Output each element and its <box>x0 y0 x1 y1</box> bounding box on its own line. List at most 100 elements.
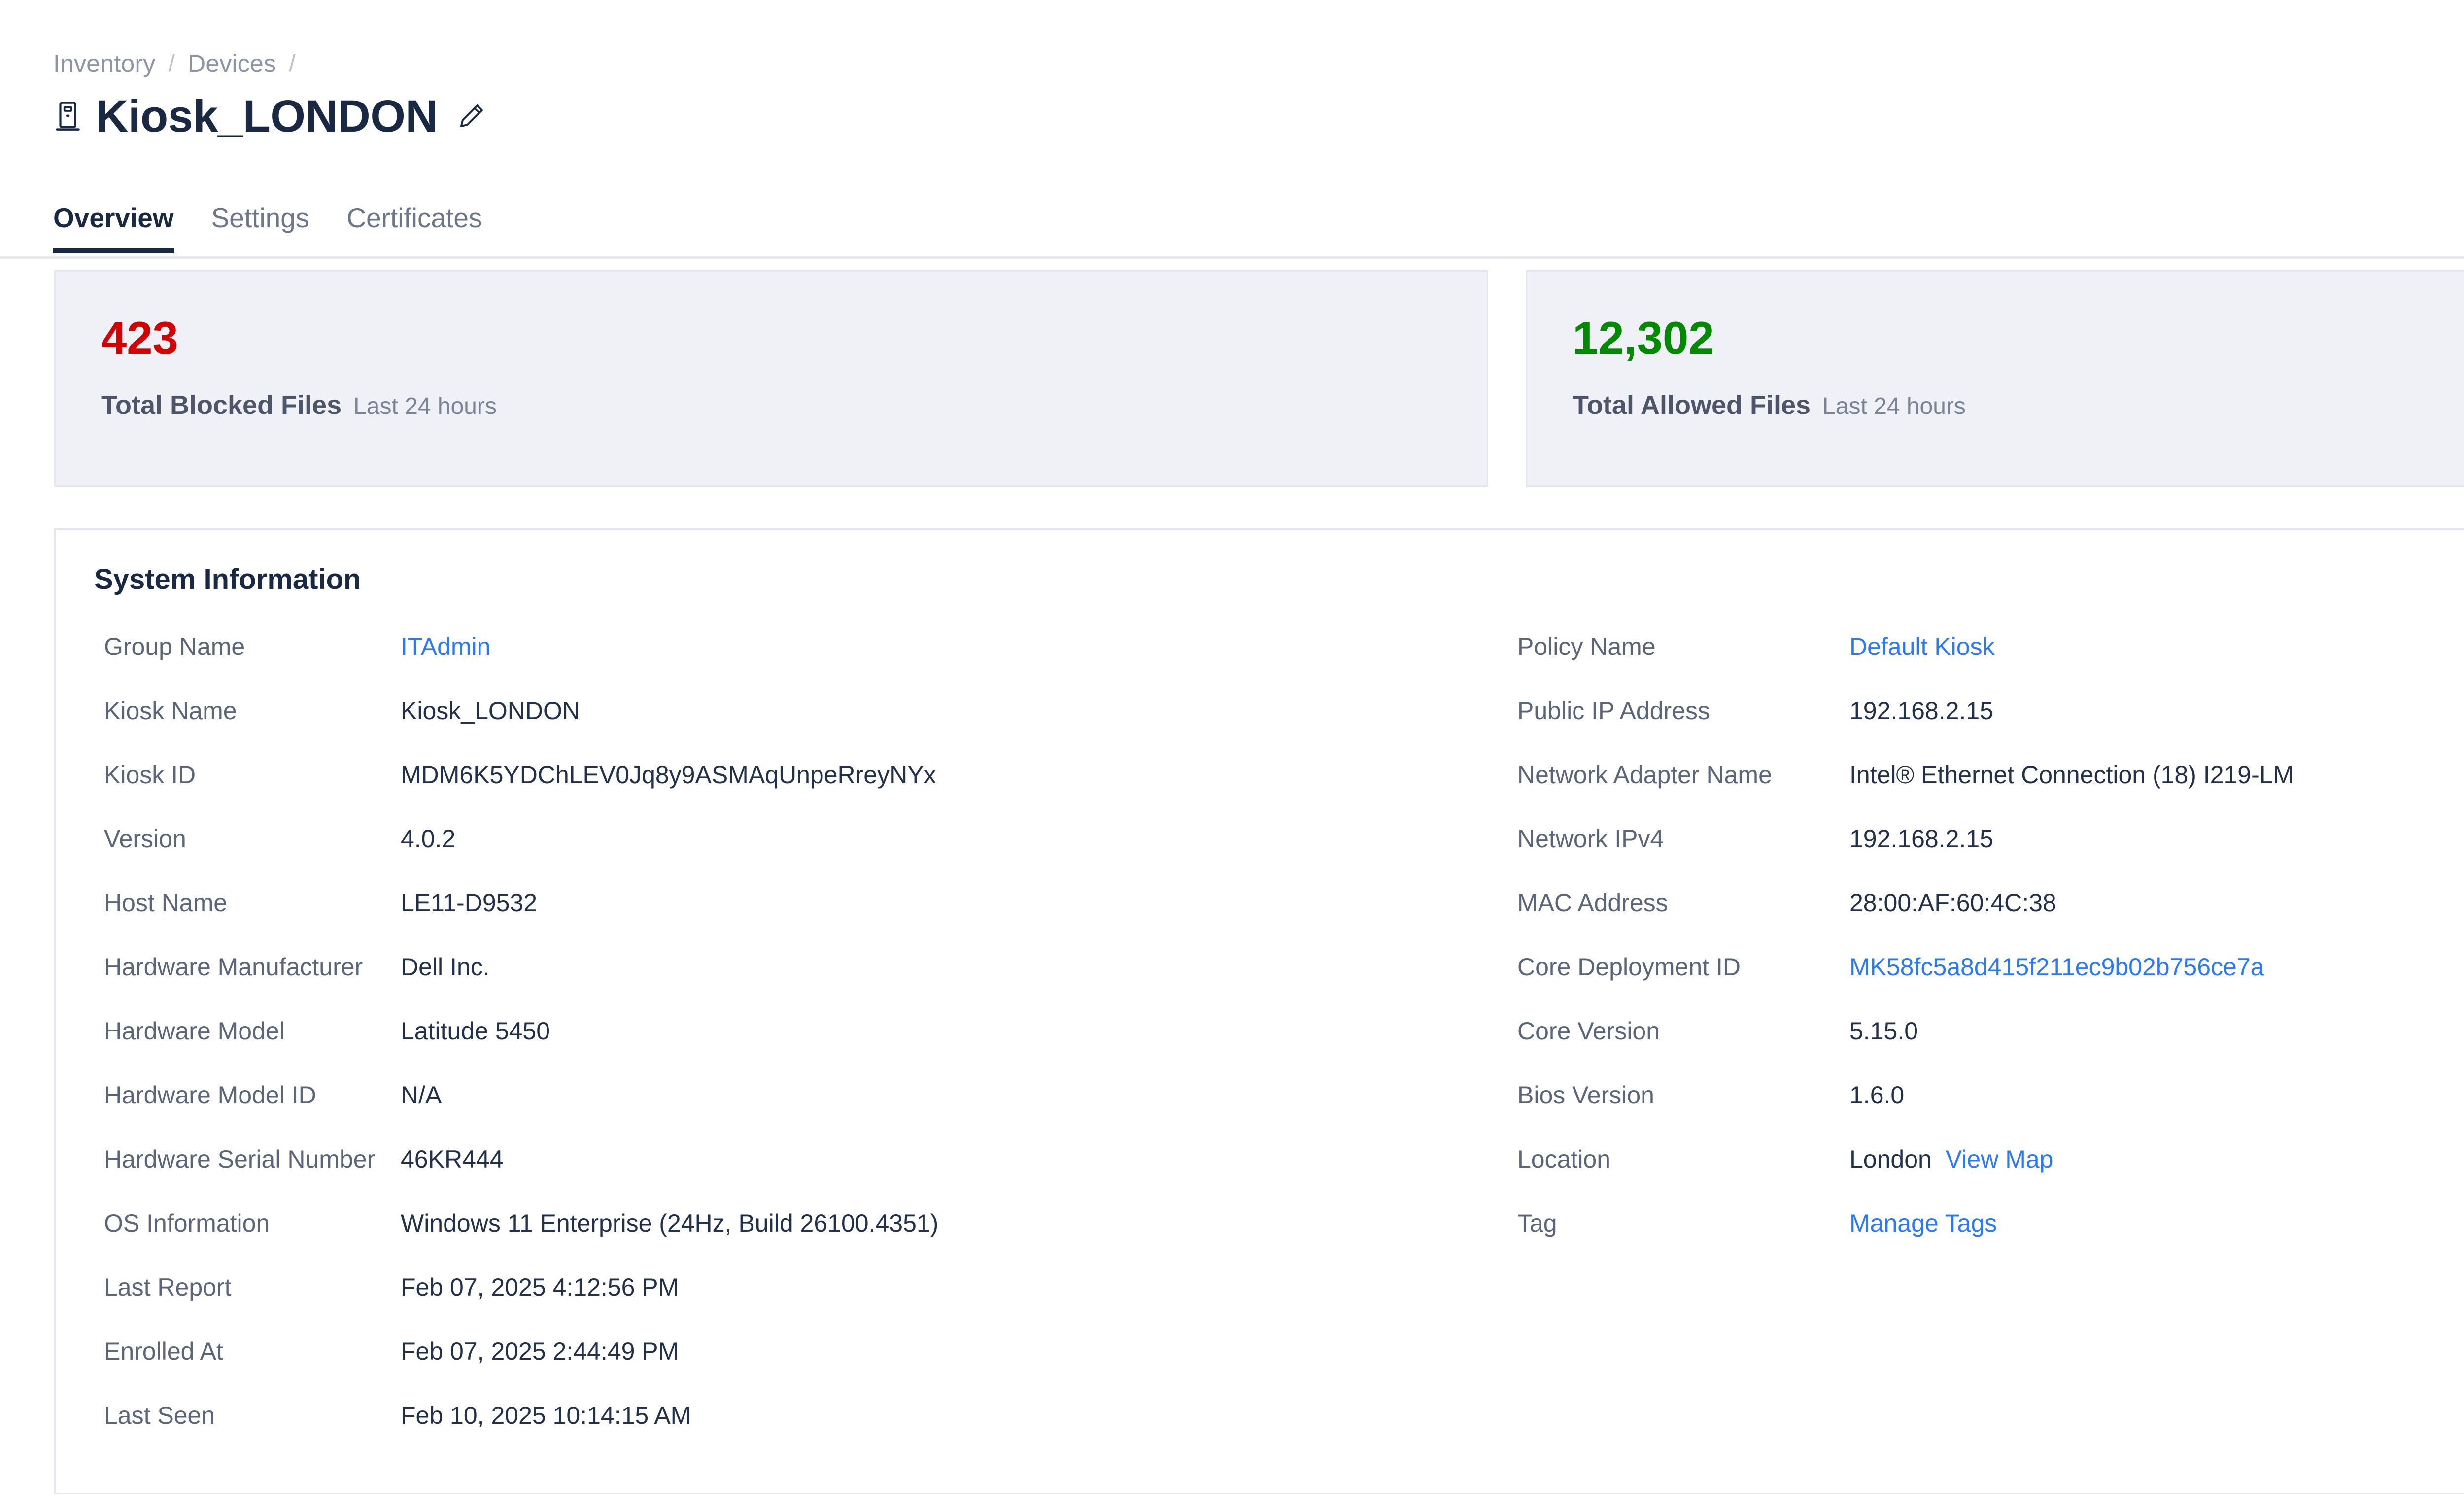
info-row: Network Adapter Name Intel® Ethernet Conn… <box>1485 760 2464 825</box>
section-title: System Information <box>94 563 361 595</box>
breadcrumb-item-inventory[interactable]: Inventory <box>53 50 156 77</box>
info-row: Hardware Manufacturer Dell Inc. <box>56 953 1485 1017</box>
system-info-left-column: Group Name ITAdmin Kiosk Name Kiosk_LONDON K… <box>56 632 1485 1465</box>
system-info-right-column: Policy Name Default Kiosk Public IP Addres… <box>1485 632 2464 1465</box>
info-value: LE11-D9532 <box>401 889 538 917</box>
info-label: Core Deployment ID <box>1517 953 1741 981</box>
info-row: Hardware Model ID N/A <box>56 1081 1485 1145</box>
tab-overview[interactable]: Overview <box>53 202 174 253</box>
tab-bar: Overview Settings Certificates <box>53 202 519 253</box>
info-value: N/A <box>401 1081 442 1109</box>
info-label: OS Information <box>104 1209 270 1237</box>
info-value-link[interactable]: ITAdmin <box>401 633 491 660</box>
info-value[interactable]: Default Kiosk <box>1849 632 1995 661</box>
info-row: Tag Manage Tags <box>1485 1209 2464 1273</box>
info-value: 192.168.2.15 <box>1849 825 1993 853</box>
info-label: Tag <box>1517 1209 1557 1237</box>
info-label: Location <box>1517 1145 1611 1173</box>
page-title-row: Kiosk_LONDON <box>55 94 485 139</box>
stat-value: 423 <box>101 312 178 364</box>
info-value: 1.6.0 <box>1849 1081 1905 1109</box>
info-label: Last Report <box>104 1273 232 1301</box>
info-label: Enrolled At <box>104 1338 223 1365</box>
info-row: Bios Version 1.6.0 <box>1485 1081 2464 1145</box>
info-value: MDM6K5YDChLEV0Jq8y9ASMAqUnpeRreyNYx <box>401 761 936 789</box>
info-value: 4.0.2 <box>401 825 456 853</box>
info-row: Version 4.0.2 <box>56 825 1485 889</box>
info-value[interactable]: Manage Tags <box>1849 1209 1997 1237</box>
stat-card-blocked-files: 423 Total Blocked Files Last 24 hours <box>54 270 1488 487</box>
breadcrumb-separator: / <box>289 50 296 77</box>
info-label: Hardware Model <box>104 1017 285 1045</box>
stat-period: Last 24 hours <box>1822 393 1966 419</box>
info-value-link[interactable]: Default Kiosk <box>1849 633 1995 660</box>
info-value: Intel® Ethernet Connection (18) I219-LM <box>1849 761 2294 789</box>
info-value: 46KR444 <box>401 1145 504 1173</box>
stat-caption: Total Blocked Files Last 24 hours <box>101 390 497 420</box>
info-value-text: London <box>1849 1145 1932 1173</box>
info-value-group: London View Map <box>1849 1145 2053 1173</box>
tab-settings[interactable]: Settings <box>211 203 309 233</box>
info-row: Core Version 5.15.0 <box>1485 1017 2464 1081</box>
info-label: Version <box>104 825 186 853</box>
pencil-icon[interactable] <box>457 103 485 130</box>
info-value: Kiosk_LONDON <box>401 697 580 724</box>
info-row: Enrolled At Feb 07, 2025 2:44:49 PM <box>56 1337 1485 1401</box>
info-label: Group Name <box>104 633 245 660</box>
info-value: 5.15.0 <box>1849 1017 1918 1045</box>
info-label: Bios Version <box>1517 1081 1654 1109</box>
info-value-link[interactable]: Manage Tags <box>1849 1209 1997 1237</box>
info-value: Feb 07, 2025 2:44:49 PM <box>401 1338 679 1365</box>
stat-label: Total Allowed Files <box>1573 390 1811 420</box>
info-row: Last Report Feb 07, 2025 4:12:56 PM <box>56 1273 1485 1337</box>
info-label: Policy Name <box>1517 633 1656 660</box>
info-row: Host Name LE11-D9532 <box>56 889 1485 953</box>
info-label: Hardware Model ID <box>104 1081 316 1109</box>
info-value[interactable]: ITAdmin <box>401 632 490 661</box>
info-label: Core Version <box>1517 1017 1660 1045</box>
info-row: MAC Address 28:00:AF:60:4C:38 <box>1485 889 2464 953</box>
info-row: Group Name ITAdmin <box>56 632 1485 696</box>
view-map-link[interactable]: View Map <box>1945 1145 2053 1173</box>
info-value-link[interactable]: MK58fc5a8d415f211ec9b02b756ce7a <box>1849 953 2264 981</box>
info-value: 192.168.2.15 <box>1849 697 1993 724</box>
info-value: Latitude 5450 <box>401 1017 550 1045</box>
info-label: MAC Address <box>1517 889 1668 917</box>
info-label: Hardware Serial Number <box>104 1145 376 1173</box>
system-information-card: System Information OPERATIONAL Group Nam… <box>54 528 2464 1494</box>
info-row: Hardware Serial Number 46KR444 <box>56 1145 1485 1209</box>
info-label: Hardware Manufacturer <box>104 953 363 981</box>
info-label: Kiosk Name <box>104 697 237 724</box>
breadcrumb-item-devices[interactable]: Devices <box>188 50 276 77</box>
stat-caption: Total Allowed Files Last 24 hours <box>1573 390 1966 420</box>
info-label: Kiosk ID <box>104 761 196 789</box>
info-value: Windows 11 Enterprise (24Hz, Build 26100… <box>401 1209 939 1237</box>
info-value: Dell Inc. <box>401 953 490 981</box>
info-row: Policy Name Default Kiosk <box>1485 632 2464 696</box>
info-row: Last Seen Feb 10, 2025 10:14:15 AM <box>56 1401 1485 1465</box>
info-row: Location London View Map <box>1485 1145 2464 1209</box>
kiosk-icon <box>56 102 80 131</box>
page-title: Kiosk_LONDON <box>96 91 438 141</box>
info-label: Network Adapter Name <box>1517 761 1772 789</box>
info-row: Kiosk ID MDM6K5YDChLEV0Jq8y9ASMAqUnpeRrey… <box>56 760 1485 825</box>
stat-period: Last 24 hours <box>353 393 497 419</box>
info-row: Hardware Model Latitude 5450 <box>56 1017 1485 1081</box>
info-label: Network IPv4 <box>1517 825 1664 853</box>
info-label: Public IP Address <box>1517 697 1710 724</box>
system-information-grid: Group Name ITAdmin Kiosk Name Kiosk_LONDON K… <box>56 632 2464 1465</box>
tab-certificates[interactable]: Certificates <box>346 203 482 233</box>
info-row: Network IPv4 192.168.2.15 <box>1485 825 2464 889</box>
tab-bar-divider <box>0 256 2464 259</box>
stat-label: Total Blocked Files <box>101 390 342 420</box>
info-value: Feb 10, 2025 10:14:15 AM <box>401 1402 691 1429</box>
info-value: Feb 07, 2025 4:12:56 PM <box>401 1273 679 1301</box>
system-information-header: System Information OPERATIONAL <box>56 530 2464 628</box>
stat-card-allowed-files: 12,302 Total Allowed Files Last 24 hours <box>1526 270 2464 487</box>
info-row: OS Information Windows 11 Enterprise (24H… <box>56 1209 1485 1273</box>
info-row: Kiosk Name Kiosk_LONDON <box>56 696 1485 760</box>
info-label: Last Seen <box>104 1402 215 1429</box>
breadcrumb-separator: / <box>168 50 175 77</box>
info-value[interactable]: MK58fc5a8d415f211ec9b02b756ce7a <box>1849 953 2264 981</box>
